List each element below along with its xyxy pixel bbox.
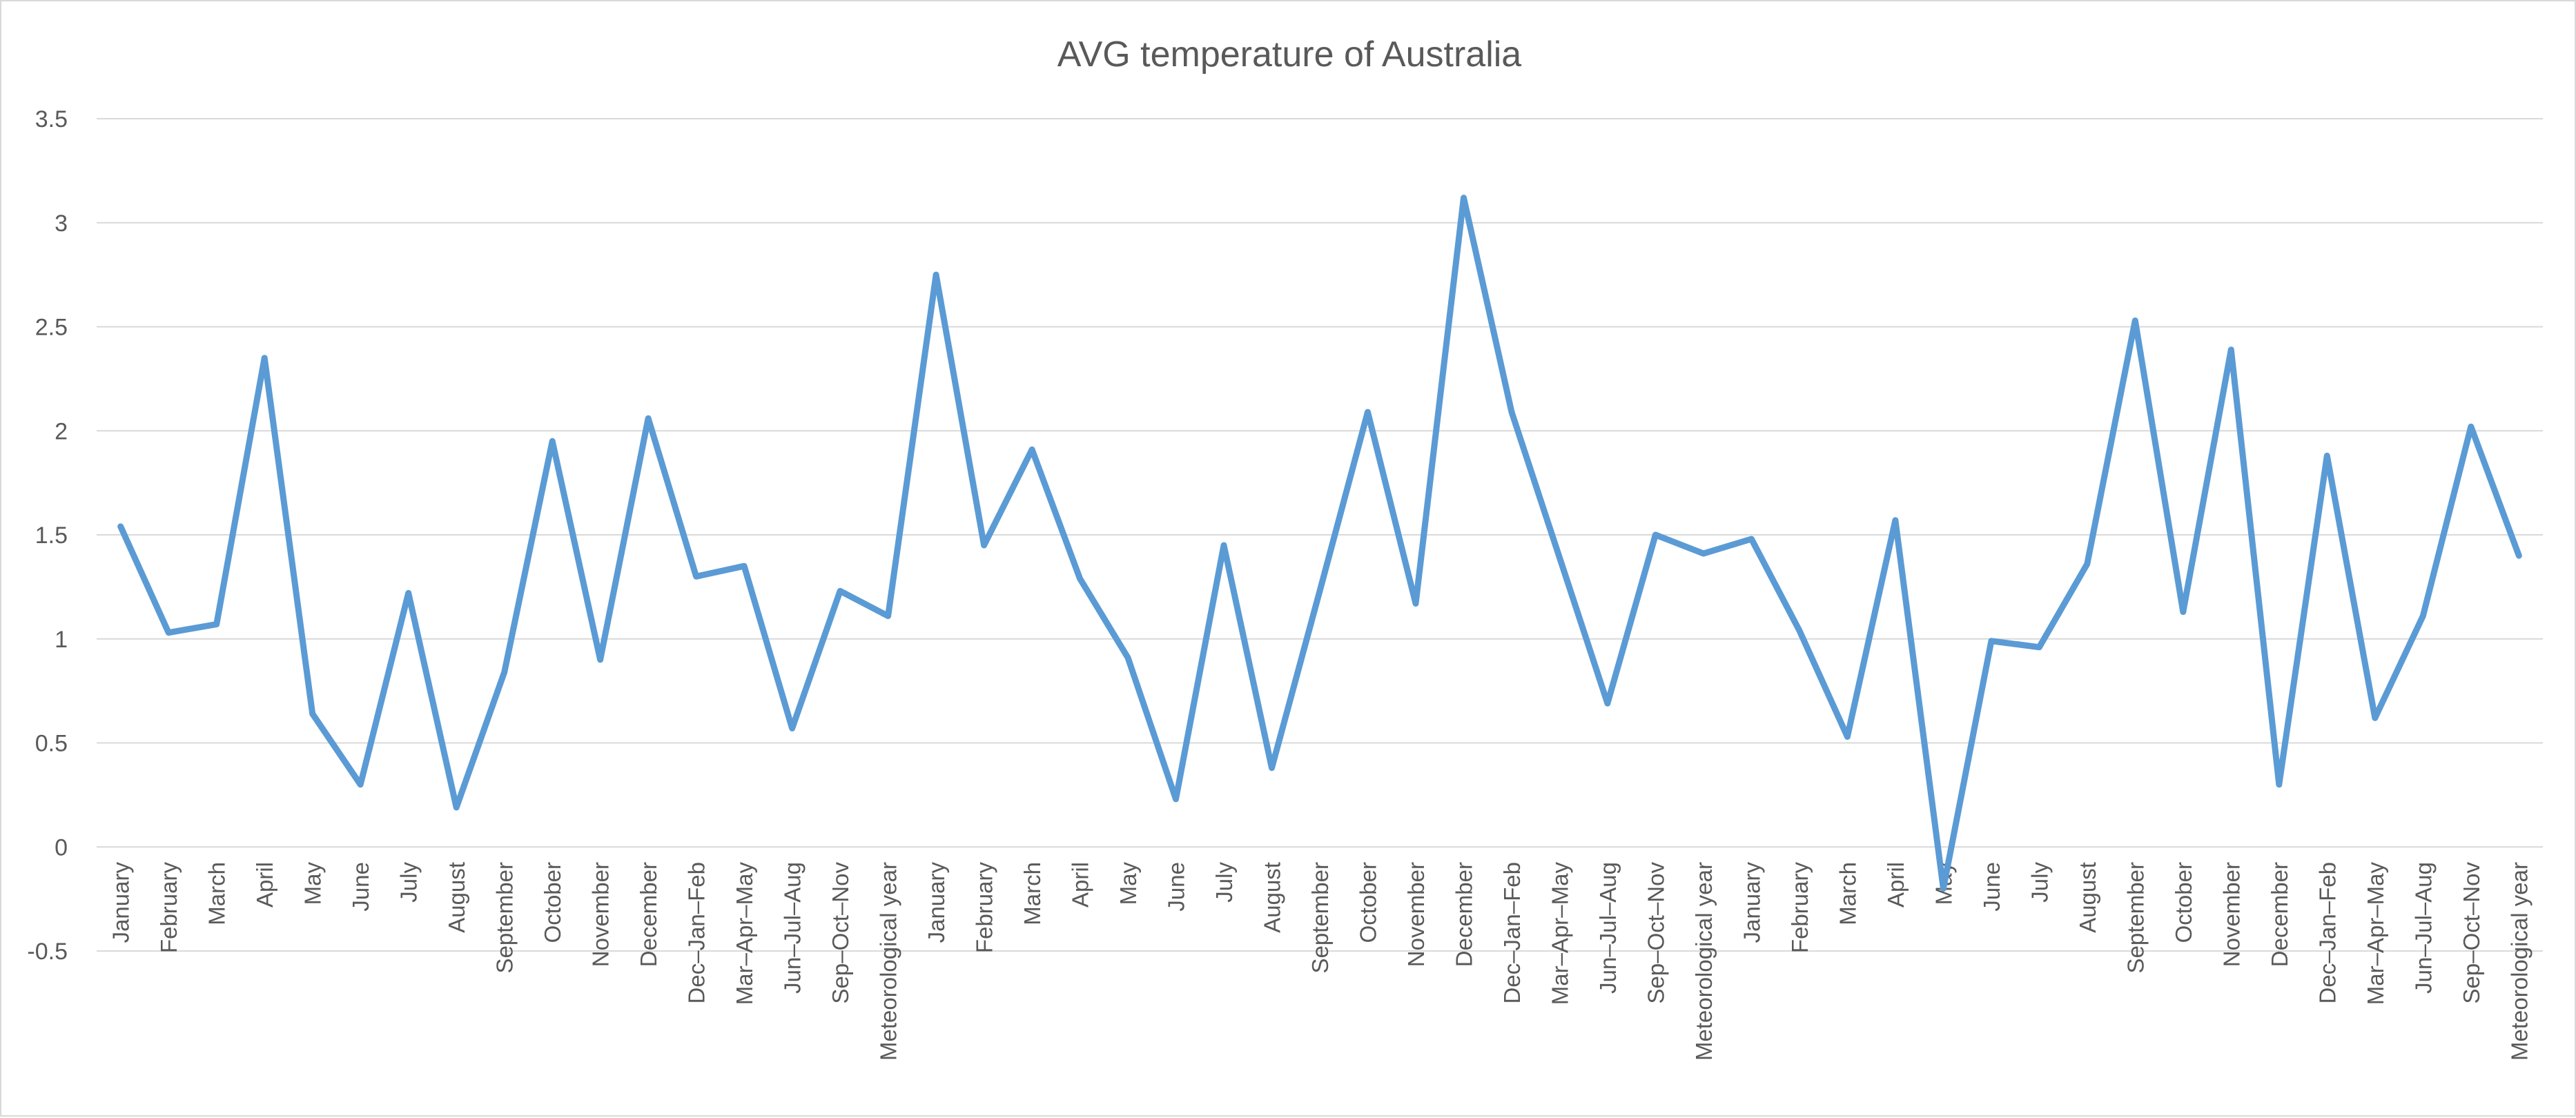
x-tick-label: August — [444, 862, 469, 933]
y-tick-label: 0 — [55, 834, 68, 861]
series-line-0 — [117, 195, 2522, 892]
x-tick-label: January — [1739, 862, 1764, 943]
x-tick-label: September — [2123, 862, 2148, 973]
x-tick-label: January — [108, 862, 134, 943]
x-tick-label: June — [348, 862, 373, 912]
x-tick-label: Jun–Jul–Aug — [2410, 862, 2436, 994]
x-tick-label: December — [2267, 862, 2292, 967]
x-tick-label: January — [924, 862, 949, 943]
x-tick-label: September — [492, 862, 518, 973]
x-tick-label: November — [1403, 862, 1429, 967]
x-tick-label: July — [396, 862, 422, 903]
x-tick-label: Dec–Jan–Feb — [1499, 862, 1525, 1003]
x-tick-label: Dec–Jan–Feb — [684, 862, 710, 1003]
x-axis-tick-labels: January February March April May June July Augu… — [108, 862, 2533, 1061]
y-tick-label: -0.5 — [27, 939, 68, 965]
x-tick-label: July — [1211, 862, 1237, 903]
x-tick-label: Meteorological year — [1691, 862, 1717, 1061]
x-tick-label: April — [1883, 862, 1909, 908]
x-tick-label: Mar–Apr–May — [1547, 862, 1572, 1006]
x-tick-label: December — [1451, 862, 1476, 967]
x-tick-label: October — [2171, 862, 2196, 943]
y-tick-label: 2 — [55, 418, 68, 444]
x-tick-label: December — [636, 862, 661, 967]
x-tick-label: August — [2075, 862, 2100, 933]
x-tick-label: October — [540, 862, 565, 943]
x-tick-label: September — [1307, 862, 1333, 973]
gridlines — [97, 118, 2543, 952]
x-tick-label: March — [1835, 862, 1860, 925]
y-tick-label: 1.5 — [35, 522, 68, 549]
x-tick-label: October — [1355, 862, 1380, 943]
chart-title: AVG temperature of Australia — [1057, 35, 1522, 75]
x-tick-label: June — [1979, 862, 2004, 912]
x-tick-label: April — [1068, 862, 1093, 908]
x-tick-label: November — [2218, 862, 2244, 967]
y-axis-tick-labels: -0.5 0 0.5 1 1.5 2 2.5 3 3.5 — [27, 106, 68, 965]
y-tick-label: 3 — [55, 210, 68, 237]
x-tick-label: May — [300, 862, 326, 905]
x-tick-label: Meteorological year — [2506, 862, 2532, 1061]
y-tick-label: 0.5 — [35, 731, 68, 757]
x-tick-label: April — [252, 862, 277, 908]
y-tick-label: 1 — [55, 627, 68, 653]
x-tick-label: March — [204, 862, 230, 925]
x-tick-label: March — [1019, 862, 1045, 925]
x-tick-label: Mar–Apr–May — [732, 862, 757, 1006]
x-tick-label: July — [2027, 862, 2052, 903]
x-tick-label: May — [1115, 862, 1141, 905]
x-tick-label: August — [1260, 862, 1285, 933]
y-tick-label: 2.5 — [35, 315, 68, 341]
x-tick-label: June — [1164, 862, 1189, 912]
x-tick-label: Jun–Jul–Aug — [1595, 862, 1621, 994]
x-tick-label: February — [972, 862, 997, 954]
x-tick-label: February — [1787, 862, 1813, 954]
series-layer — [117, 195, 2522, 892]
x-tick-label: November — [588, 862, 614, 967]
x-tick-label: February — [156, 862, 182, 954]
x-tick-label: Sep–Oct–Nov — [2459, 862, 2484, 1004]
x-tick-label: Meteorological year — [876, 862, 901, 1061]
x-tick-label: Sep–Oct–Nov — [828, 862, 853, 1004]
x-tick-label: Mar–Apr–May — [2363, 862, 2388, 1006]
x-tick-label: Sep–Oct–Nov — [1643, 862, 1668, 1004]
x-tick-label: Dec–Jan–Feb — [2314, 862, 2340, 1003]
x-tick-label: Jun–Jul–Aug — [780, 862, 806, 994]
y-tick-label: 3.5 — [35, 106, 68, 133]
